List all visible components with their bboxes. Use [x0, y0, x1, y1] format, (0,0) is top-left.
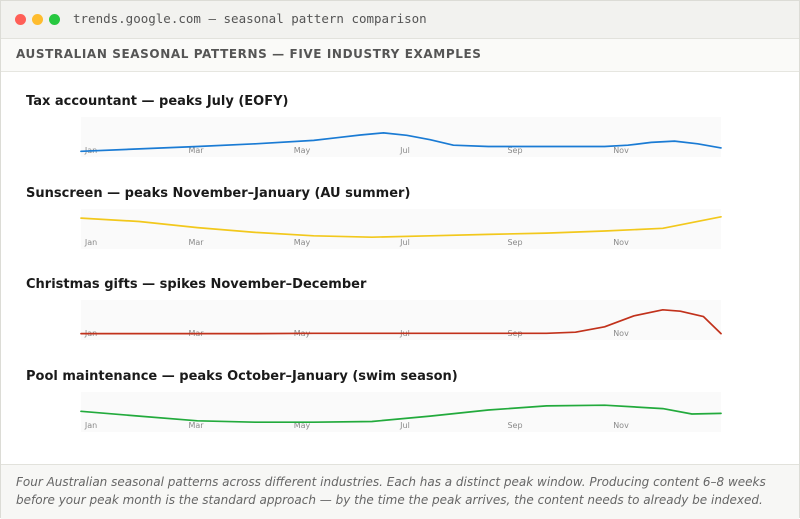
tick-label-tax-sep: Sep: [507, 146, 522, 155]
page-title: AUSTRALIAN SEASONAL PATTERNS — FIVE INDU…: [16, 47, 482, 61]
tick-label-sunscreen-mar: Mar: [188, 238, 204, 247]
tick-label-sunscreen-sep: Sep: [507, 238, 522, 247]
chart-title-tax: Tax accountant — peaks July (EOFY): [26, 94, 289, 109]
tick-label-sunscreen-jan: Jan: [84, 238, 97, 247]
tick-label-pool-sep: Sep: [507, 421, 522, 430]
tick-label-pool-nov: Nov: [613, 421, 629, 430]
caption-text: Four Australian seasonal patterns across…: [16, 475, 766, 507]
series-line-sunscreen: [80, 215, 722, 239]
title-bar: trends.google.com — seasonal pattern com…: [1, 1, 799, 39]
tick-label-tax-mar: Mar: [188, 146, 204, 155]
tick-label-pool-may: May: [294, 421, 311, 430]
tick-label-tax-jul: Jul: [399, 146, 410, 155]
series-line-tax: [80, 132, 722, 153]
chart-title-christmas: Christmas gifts — spikes November–Decemb…: [26, 277, 367, 292]
tick-label-pool-jan: Jan: [84, 421, 97, 430]
tick-label-sunscreen-may: May: [294, 238, 311, 247]
series-line-pool: [80, 404, 722, 424]
tick-label-pool-jul: Jul: [399, 421, 410, 430]
caption-box: Four Australian seasonal patterns across…: [1, 464, 799, 519]
tick-label-tax-may: May: [294, 146, 311, 155]
tick-label-sunscreen-jul: Jul: [399, 238, 410, 247]
tick-label-sunscreen-nov: Nov: [613, 238, 629, 247]
maximize-window-button[interactable]: [49, 14, 60, 25]
chart-panel-sunscreen: [81, 209, 721, 249]
series-line-christmas: [80, 308, 722, 335]
chart-panel-pool: [81, 392, 721, 432]
url-text: trends.google.com — seasonal pattern com…: [73, 11, 427, 26]
chart-panel-tax: [81, 117, 721, 157]
tick-label-pool-mar: Mar: [188, 421, 204, 430]
chart-title-sunscreen: Sunscreen — peaks November–January (AU s…: [26, 186, 411, 201]
tick-label-christmas-nov: Nov: [613, 329, 629, 338]
chart-title-pool: Pool maintenance — peaks October–January…: [26, 369, 458, 384]
page-header: AUSTRALIAN SEASONAL PATTERNS — FIVE INDU…: [1, 39, 799, 72]
close-window-button[interactable]: [15, 14, 26, 25]
minimize-window-button[interactable]: [32, 14, 43, 25]
tick-label-tax-nov: Nov: [613, 146, 629, 155]
